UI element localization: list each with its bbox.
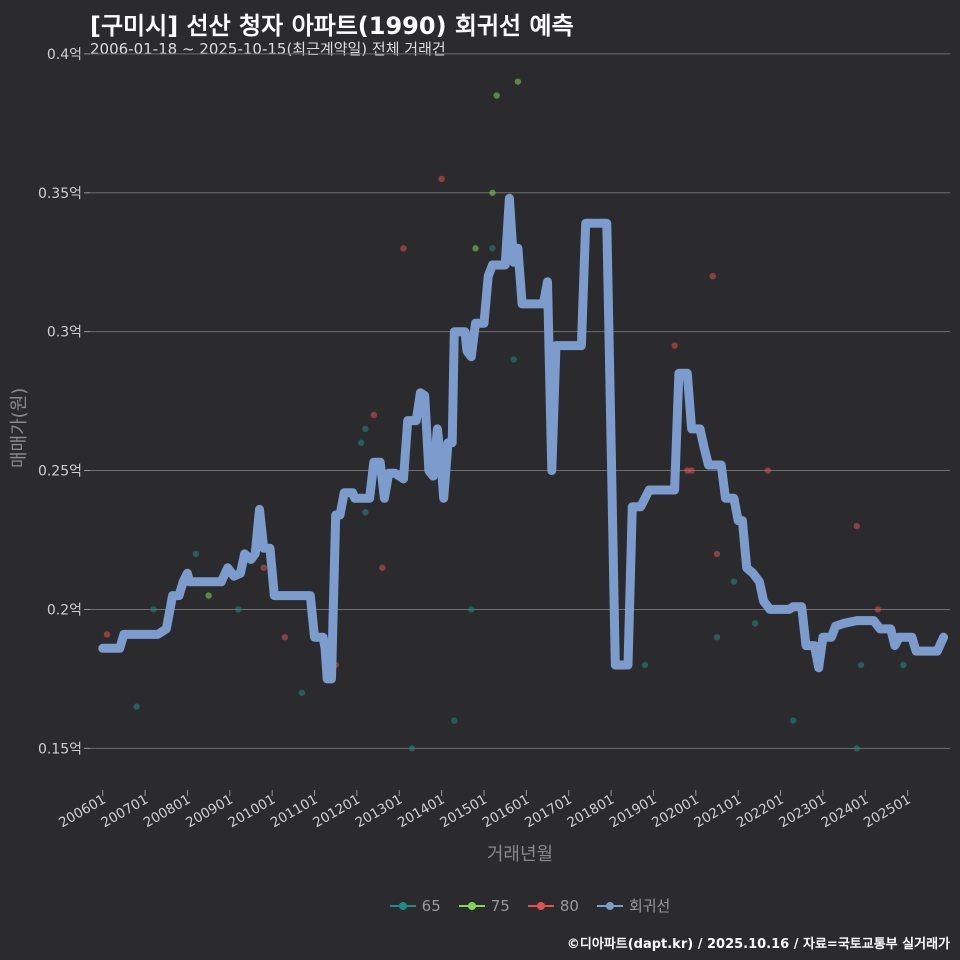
x-tick-label: 202401: [819, 792, 872, 832]
x-tick-label: 202501: [861, 792, 914, 832]
x-tick-label: 201601: [480, 792, 533, 832]
scatter-point-65-4: [298, 689, 306, 696]
y-tick-label: 0.35억: [38, 186, 82, 202]
legend-label-80: 80: [559, 896, 579, 915]
legend-item-65: 65: [389, 895, 441, 916]
scatter-point-80-1: [260, 564, 267, 571]
scatter-point-75-0: [205, 592, 212, 599]
legend-key-65: [389, 899, 416, 913]
y-tick-label: 0.15억: [38, 741, 82, 757]
x-tick-label: 200901: [183, 792, 236, 832]
scatter-point-65-2: [192, 550, 200, 558]
legend-item-80: 80: [527, 895, 579, 916]
x-tick-label: 202201: [734, 792, 787, 832]
y-tick-label: 0.25억: [38, 464, 82, 480]
x-tick-label: 201501: [437, 792, 490, 832]
scatter-point-80-5: [379, 564, 386, 571]
scatter-point-65-19: [857, 661, 865, 669]
scatter-point-80-11: [713, 550, 721, 558]
source-caption: ©디아파트(dapt.kr) / 2025.10.16 / 자료=국토교통부 실…: [566, 937, 950, 952]
scatter-point-65-15: [730, 578, 738, 585]
x-tick-label: 202101: [692, 792, 745, 832]
scatter-point-65-14: [713, 634, 721, 641]
x-tick-label: 200601: [56, 792, 109, 832]
regression-line: [98, 193, 949, 684]
legend-key-75: [458, 899, 485, 913]
scatter-point-65-6: [362, 425, 369, 433]
scatter-point-65-10: [468, 606, 475, 613]
x-tick-label: 201701: [522, 792, 575, 832]
x-tick-label: 200801: [141, 792, 194, 832]
x-tick-label: 201001: [226, 792, 279, 832]
scatter-point-65-17: [790, 717, 797, 724]
scatter-point-80-10: [688, 467, 695, 474]
scatter-point-65-5: [357, 439, 365, 446]
x-axis-label: 거래년월: [486, 844, 554, 865]
scatter-point-65-3: [235, 606, 242, 613]
scatter-point-80-2: [281, 634, 289, 641]
scatter-point-65-0: [133, 703, 140, 710]
scatter-point-65-16: [751, 620, 759, 627]
scatter-point-75-4: [514, 78, 522, 85]
legend-item-75: 75: [458, 895, 510, 916]
scatter-point-80-7: [438, 175, 445, 183]
scatter-point-65-11: [489, 245, 496, 252]
x-tick-label: 201301: [353, 792, 406, 832]
chart-title: [구미시] 선산 청자 아파트(1990) 회귀선 예측: [90, 12, 574, 40]
legend-label-65: 65: [421, 896, 441, 915]
y-tick-label: 0.3억: [47, 325, 82, 341]
x-tick-label: 202301: [776, 792, 829, 832]
x-tick-label: 200701: [98, 792, 151, 832]
y-tick-label: 0.4억: [47, 47, 82, 63]
y-axis-label: 매매가(원): [9, 387, 30, 468]
scatter-point-65-1: [150, 606, 157, 613]
scatter-point-80-13: [764, 467, 772, 474]
scatter-point-65-7: [362, 509, 369, 516]
legend-key-regression: [596, 899, 623, 913]
scatter-point-80-12: [709, 272, 716, 280]
scatter-point-75-2: [489, 189, 496, 196]
scatter-point-80-14: [853, 522, 860, 530]
legend-label-75: 75: [490, 896, 510, 915]
scatter-point-80-0: [103, 631, 111, 638]
legend-label-regression: 회귀선: [628, 897, 671, 915]
scatter-point-75-3: [493, 92, 500, 99]
x-tick-label: 201401: [395, 792, 448, 832]
legend: 65 75 80 회귀선: [0, 895, 960, 916]
scatter-point-80-6: [400, 245, 407, 252]
scatter-point-65-20: [900, 661, 907, 669]
y-tick-label: 0.2억: [47, 602, 82, 618]
scatter-point-75-1: [472, 245, 479, 252]
x-tick-label: 201101: [268, 792, 321, 832]
legend-item-regression: 회귀선: [596, 895, 671, 916]
scatter-point-65-12: [510, 356, 517, 363]
scatter-point-65-18: [853, 745, 860, 752]
x-tick-label: 202001: [649, 792, 702, 832]
scatter-point-80-4: [370, 411, 378, 419]
scatter-point-65-9: [451, 717, 458, 724]
x-tick-label: 201801: [564, 792, 617, 832]
scatter-point-65-13: [641, 661, 649, 669]
scatter-point-80-15: [874, 606, 882, 613]
scatter-point-80-8: [671, 342, 678, 349]
x-tick-label: 201901: [607, 792, 660, 832]
scatter-point-65-8: [408, 745, 416, 752]
legend-key-80: [527, 899, 554, 913]
x-tick-label: 201201: [310, 792, 363, 832]
